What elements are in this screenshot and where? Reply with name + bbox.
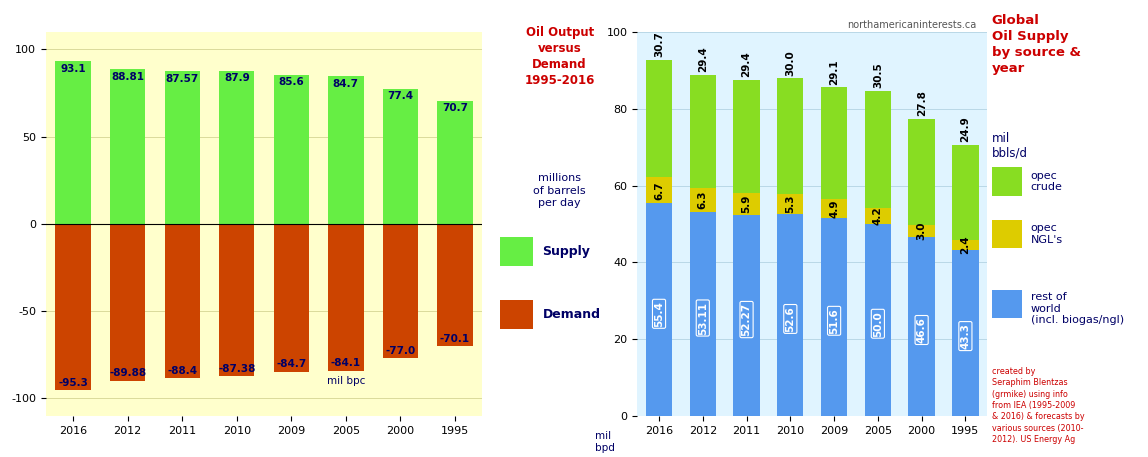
Bar [690, 75, 716, 188]
Text: 3.0: 3.0 [916, 222, 926, 240]
Text: 29.4: 29.4 [698, 47, 708, 72]
Bar [864, 208, 891, 224]
Text: rest of
world
(incl. biogas/ngl): rest of world (incl. biogas/ngl) [1031, 292, 1124, 325]
Bar [690, 212, 716, 416]
Bar [690, 188, 716, 212]
Text: 2.4: 2.4 [961, 236, 970, 255]
FancyBboxPatch shape [501, 237, 533, 266]
Text: 87.9: 87.9 [224, 73, 249, 83]
Text: 51.6: 51.6 [829, 308, 839, 334]
Text: mil
bpd: mil bpd [595, 431, 615, 453]
Text: 4.2: 4.2 [872, 207, 883, 225]
Text: 46.6: 46.6 [916, 317, 926, 343]
Bar [908, 225, 934, 237]
Text: 52.6: 52.6 [785, 306, 796, 332]
Bar [437, 101, 473, 224]
Text: created by
Seraphim Blentzas
(grmike) using info
from IEA (1995-2009
& 2016) & f: created by Seraphim Blentzas (grmike) us… [992, 367, 1085, 444]
Text: 53.11: 53.11 [698, 302, 708, 335]
Bar [328, 224, 364, 371]
Text: 87.57: 87.57 [165, 74, 199, 84]
Bar [953, 145, 978, 240]
Bar [164, 71, 200, 224]
Text: 77.4: 77.4 [387, 91, 413, 101]
FancyBboxPatch shape [501, 300, 533, 329]
Text: opec
crude: opec crude [1031, 171, 1063, 192]
Text: Oil Output
versus
Demand
1995-2016: Oil Output versus Demand 1995-2016 [525, 27, 595, 87]
Bar [821, 218, 847, 416]
Bar [219, 224, 255, 377]
Text: 29.4: 29.4 [742, 51, 752, 77]
Text: Global
Oil Supply
by source &
year: Global Oil Supply by source & year [992, 14, 1081, 74]
Bar [821, 87, 847, 199]
Text: -70.1: -70.1 [440, 334, 470, 344]
Text: 27.8: 27.8 [916, 90, 926, 116]
Bar [734, 80, 760, 192]
Bar [646, 203, 673, 416]
Text: 6.3: 6.3 [698, 191, 708, 209]
Text: 6.7: 6.7 [654, 181, 664, 200]
Bar [953, 240, 978, 250]
Bar [382, 89, 418, 224]
Text: mil
bbls/d: mil bbls/d [992, 132, 1027, 160]
Bar [646, 177, 673, 203]
Text: -77.0: -77.0 [386, 345, 416, 356]
Text: 5.9: 5.9 [742, 195, 752, 213]
Text: -84.1: -84.1 [331, 358, 360, 368]
FancyBboxPatch shape [992, 167, 1022, 196]
Bar [164, 224, 200, 378]
Bar [908, 119, 934, 225]
Text: 88.81: 88.81 [111, 72, 145, 82]
Bar [777, 214, 804, 416]
Bar [734, 192, 760, 215]
Bar [953, 250, 978, 416]
Bar [734, 215, 760, 416]
Text: 29.1: 29.1 [829, 59, 839, 85]
Bar [821, 199, 847, 218]
FancyBboxPatch shape [992, 220, 1022, 248]
Text: -95.3: -95.3 [59, 377, 88, 388]
Text: 30.5: 30.5 [872, 62, 883, 88]
Bar [273, 74, 309, 224]
Text: northamericaninterests.ca: northamericaninterests.ca [847, 20, 977, 30]
Bar [646, 59, 673, 177]
Text: 30.0: 30.0 [785, 50, 796, 76]
Bar [273, 224, 309, 372]
Text: -84.7: -84.7 [277, 359, 307, 369]
Bar [864, 91, 891, 208]
Text: 24.9: 24.9 [961, 117, 970, 142]
Text: 84.7: 84.7 [333, 79, 359, 89]
Text: millions
of barrels
per day: millions of barrels per day [534, 174, 585, 208]
Text: mil bpc: mil bpc [327, 376, 365, 386]
Text: Supply: Supply [543, 245, 590, 258]
Text: 55.4: 55.4 [654, 301, 664, 327]
Text: -88.4: -88.4 [168, 366, 197, 376]
Bar [328, 76, 364, 224]
Bar [777, 79, 804, 194]
Text: 93.1: 93.1 [61, 64, 86, 74]
Bar [110, 69, 146, 224]
Bar [110, 224, 146, 381]
FancyBboxPatch shape [992, 290, 1022, 319]
Bar [908, 237, 934, 416]
Bar [55, 224, 91, 390]
Bar [777, 194, 804, 214]
Text: 5.3: 5.3 [785, 195, 796, 213]
Bar [219, 70, 255, 224]
Text: Demand: Demand [543, 308, 600, 321]
Bar [382, 224, 418, 358]
Text: 85.6: 85.6 [279, 77, 304, 87]
Text: -87.38: -87.38 [218, 364, 256, 374]
Text: 30.7: 30.7 [654, 31, 664, 57]
Text: 4.9: 4.9 [829, 199, 839, 218]
Bar [437, 224, 473, 346]
Text: 52.27: 52.27 [742, 303, 752, 336]
Text: 43.3: 43.3 [961, 323, 970, 349]
Text: 70.7: 70.7 [442, 103, 468, 113]
Bar [864, 224, 891, 416]
Text: -89.88: -89.88 [109, 368, 146, 378]
Text: opec
NGL's: opec NGL's [1031, 223, 1063, 245]
Text: 50.0: 50.0 [872, 311, 883, 337]
Bar [55, 62, 91, 224]
